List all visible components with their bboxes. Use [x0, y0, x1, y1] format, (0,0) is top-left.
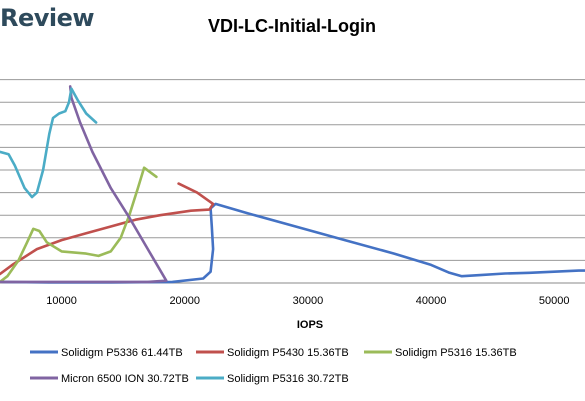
series-line-4: [0, 85, 168, 284]
x-tick-label: 50000: [539, 295, 570, 307]
chart-title: VDI-LC-Initial-Login: [208, 16, 376, 36]
gridlines: [0, 79, 585, 261]
series-lines: [0, 85, 585, 284]
x-tick-label: 20000: [169, 295, 200, 307]
x-tick-label: 30000: [293, 295, 324, 307]
series-line-5: [0, 87, 98, 199]
legend-label-4: Micron 6500 ION 30.72TB: [61, 373, 189, 385]
x-axis-title: IOPS: [297, 319, 323, 331]
x-tick-label: 10000: [46, 295, 77, 307]
legend-label-2: Solidigm P5430 15.36TB: [227, 347, 349, 359]
series-line-3: [0, 166, 158, 284]
brand-logo-text: Review: [0, 4, 95, 32]
series-line-1: [1, 202, 585, 284]
x-tick-labels: 10000 20000 30000 40000 50000: [46, 295, 569, 307]
series-line-2: [0, 182, 215, 276]
legend-label-1: Solidigm P5336 61.44TB: [61, 347, 183, 359]
legend-label-5: Solidigm P5316 30.72TB: [227, 373, 349, 385]
x-tick-label: 40000: [416, 295, 447, 307]
legend-label-3: Solidigm P5316 15.36TB: [395, 347, 517, 359]
chart-legend: Solidigm P5336 61.44TB Solidigm P5430 15.…: [30, 347, 517, 385]
